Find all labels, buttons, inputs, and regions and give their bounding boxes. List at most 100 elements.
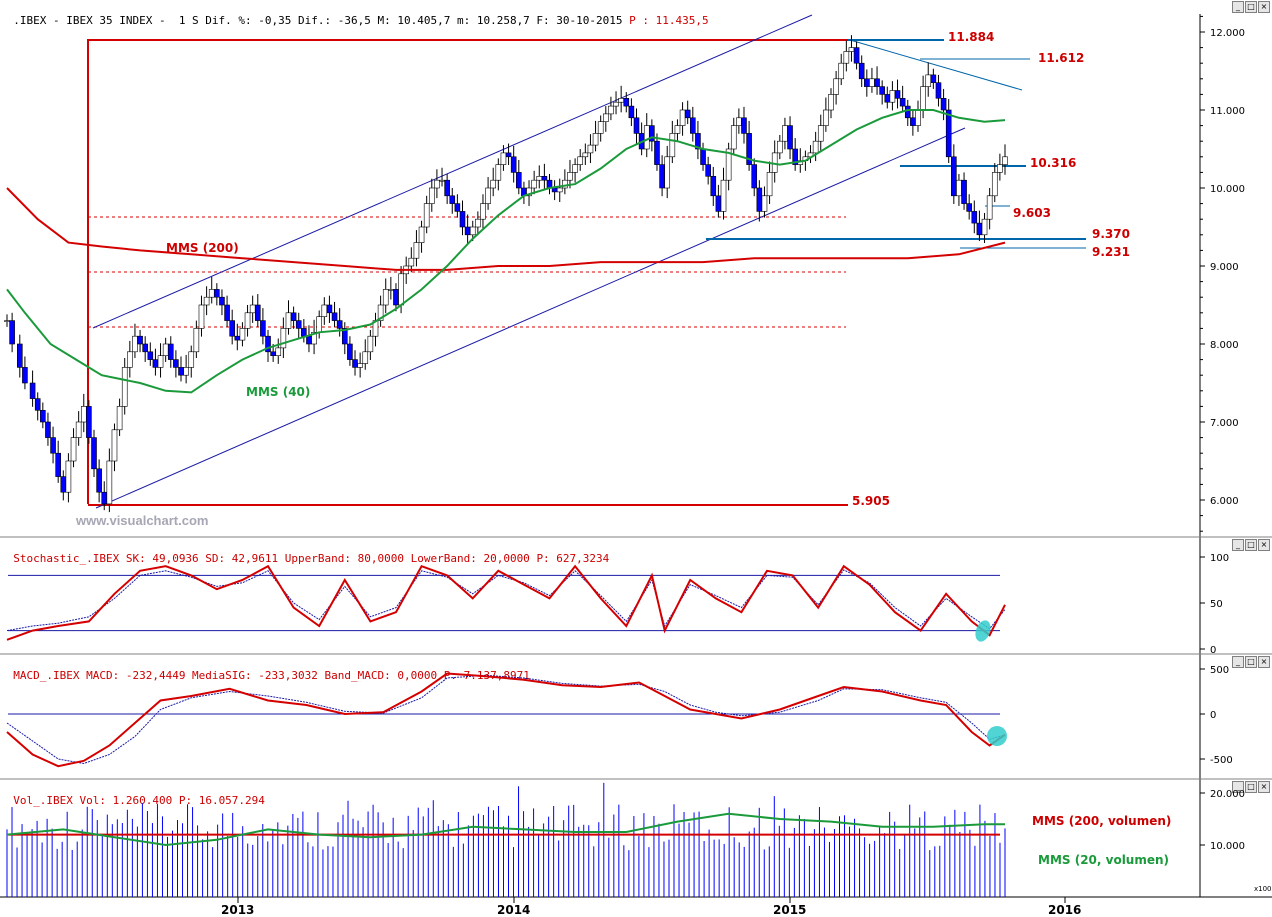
price-tick-label-6: 12.000 [1210,28,1245,39]
candle-body [848,47,855,52]
candle-body [34,398,41,411]
macd-tick-label-0: -500 [1210,755,1233,766]
candle-body [966,203,972,212]
candle-body [203,296,210,306]
stoch-header-text: Stochastic_.IBEX SK: 49,0936 SD: 42,9611… [13,552,530,565]
candle-body [285,312,292,329]
candle-body [188,351,195,368]
candle-body [16,343,23,368]
candle-body [111,429,118,462]
candle-body [65,460,72,493]
candle-body [347,343,353,360]
candle-body [879,86,885,95]
macd-panel: -500 0 500 [6,665,1233,768]
candle-body [597,121,604,134]
candle-body [9,320,15,345]
candle-body [367,335,374,353]
candle-body [705,164,711,177]
candle-body [70,437,77,462]
mms40-label: MMS (40) [246,385,310,399]
candle-body [935,82,942,99]
level-9231-label: 9.231 [1092,245,1130,259]
vol-close-button[interactable]: × [1258,781,1270,793]
candle-body [229,320,235,337]
candle-body [623,98,630,107]
price-tick-label-3: 9.000 [1210,262,1239,273]
candle-body [127,351,133,368]
candle-body [219,296,225,306]
candle-body [700,148,706,165]
candle-body [234,335,241,341]
candle-body [137,335,143,345]
macd-restore-button[interactable]: □ [1245,656,1257,668]
candle-body [311,331,317,345]
candle-body [782,125,788,142]
candle-body [710,176,717,197]
main-header-text: .IBEX - IBEX 35 INDEX - 1 S Dif. %: -0,3… [13,14,623,27]
stoch-restore-button[interactable]: □ [1245,539,1257,551]
vol-multiplier: x100 [1254,885,1272,893]
candle-body [265,335,271,353]
candle-body [275,347,282,356]
candle-body [746,133,752,165]
macd-close-button[interactable]: × [1258,656,1270,668]
candle-body [469,226,476,236]
price-tick-label-5: 11.000 [1210,106,1245,117]
candle-body [459,211,466,228]
candle-body [55,452,61,477]
time-axis: 2013 2014 2015 2016 [221,897,1081,917]
candle-body [628,105,635,119]
candle-body [96,468,102,493]
stoch-close-button[interactable]: × [1258,539,1270,551]
candle-body [301,328,307,337]
candle-body [741,117,747,134]
candle-body [592,133,599,146]
stoch-minimize-button[interactable]: _ [1232,539,1244,551]
candle-body [976,222,983,236]
candle-body [684,109,691,119]
candle-body [352,359,358,368]
restore-button[interactable]: □ [1245,1,1257,13]
main-header-p: P : 11.435,5 [629,14,709,27]
close-button[interactable]: × [1258,1,1270,13]
macd-minimize-button[interactable]: _ [1232,656,1244,668]
candle-body [60,476,67,493]
candle-body [894,90,901,99]
vol-restore-button[interactable]: □ [1245,781,1257,793]
candle-body [382,289,389,306]
candle-body [444,179,450,197]
candle-body [418,226,425,243]
mms200-label: MMS (200) [166,241,239,255]
candle-body [183,367,189,376]
candle-body [899,98,906,107]
vol-tick-label-0: 10.000 [1210,841,1245,852]
candle-body [75,421,82,438]
price-tick-label-0: 6.000 [1210,496,1239,507]
channel-lower-line [95,127,966,509]
candle-body [505,152,512,158]
candle-body [649,125,655,142]
candle-body [567,172,573,181]
candle-body [280,328,287,349]
candle-body [45,421,51,438]
stoch-sd-line [6,569,1006,632]
vol-minimize-button[interactable]: _ [1232,781,1244,793]
candle-body [536,176,543,181]
level-5905-label: 5.905 [852,494,890,508]
candle-body [858,62,865,80]
candle-body [388,289,394,291]
candle-body [121,367,128,407]
chart-frame [0,14,1272,898]
candle-body [679,109,686,126]
channel-upper-line [92,14,813,329]
candle-body [260,320,266,337]
candle-body [812,140,819,154]
candle-body [838,62,845,80]
candle-body [659,164,665,189]
minimize-button[interactable]: _ [1232,1,1244,13]
macd-line [6,672,1006,768]
level-10316-label: 10.316 [1030,156,1076,170]
macd-header-text: MACD_.IBEX MACD: -232,4449 MediaSIG: -23… [13,669,438,682]
candle-body [602,113,609,123]
